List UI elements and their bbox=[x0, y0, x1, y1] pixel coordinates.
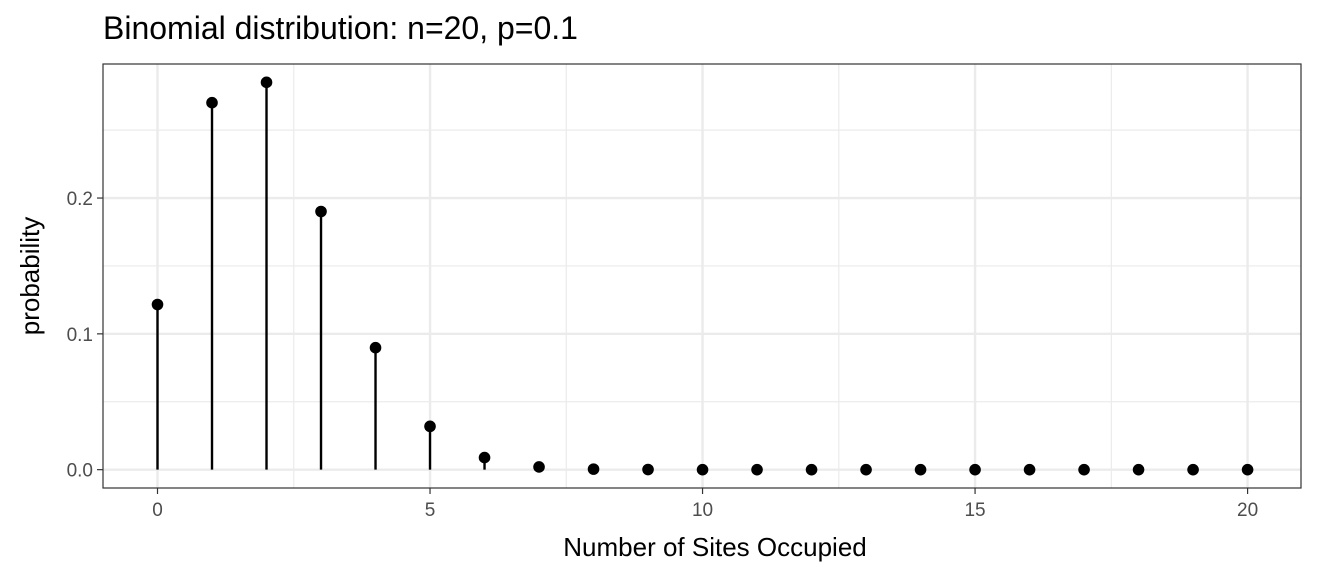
point-10 bbox=[696, 463, 709, 476]
x-tick-label: 0 bbox=[152, 500, 163, 521]
x-tick-label: 5 bbox=[425, 500, 436, 521]
y-axis-ticks: 0.0 0.1 0.2 bbox=[67, 189, 103, 482]
point-5 bbox=[424, 420, 436, 433]
point-8 bbox=[587, 463, 600, 475]
x-tick-label: 20 bbox=[1237, 500, 1258, 521]
x-tick-label: 10 bbox=[692, 500, 713, 521]
point-14 bbox=[914, 463, 927, 476]
point-4 bbox=[369, 341, 382, 354]
y-tick-label: 0.1 bbox=[67, 325, 93, 346]
point-3 bbox=[315, 205, 327, 218]
point-2 bbox=[260, 76, 273, 89]
point-6 bbox=[478, 451, 491, 464]
point-0 bbox=[151, 298, 164, 311]
point-7 bbox=[533, 461, 545, 473]
y-tick-label: 0.0 bbox=[67, 461, 93, 482]
point-9 bbox=[642, 463, 654, 476]
x-tick-label: 15 bbox=[964, 500, 985, 521]
point-1 bbox=[206, 96, 218, 109]
y-axis-label: probability bbox=[15, 217, 45, 336]
point-12 bbox=[805, 463, 818, 476]
x-axis-ticks: 0 5 10 15 20 bbox=[152, 488, 1258, 521]
major-grid bbox=[103, 64, 1301, 488]
chart-title: Binomial distribution: n=20, p=0.1 bbox=[103, 10, 578, 46]
point-17 bbox=[1078, 463, 1090, 476]
point-15 bbox=[969, 463, 981, 476]
point-16 bbox=[1023, 463, 1036, 476]
x-axis-label: Number of Sites Occupied bbox=[563, 532, 866, 562]
y-tick-label: 0.2 bbox=[67, 189, 93, 210]
point-11 bbox=[751, 463, 763, 476]
point-19 bbox=[1187, 463, 1199, 476]
points bbox=[151, 76, 1254, 476]
point-13 bbox=[860, 463, 872, 476]
point-20 bbox=[1241, 463, 1254, 476]
point-18 bbox=[1132, 463, 1145, 476]
